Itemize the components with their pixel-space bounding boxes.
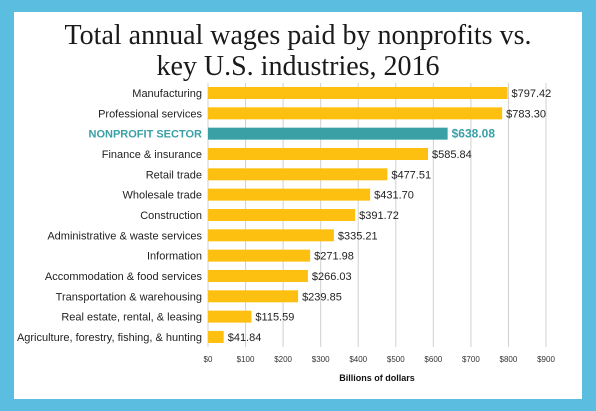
bar (208, 269, 308, 282)
x-tick-label: $600 (424, 355, 442, 364)
category-label: Information (147, 251, 202, 263)
x-tick-label: $400 (349, 355, 367, 364)
bar (208, 127, 448, 140)
category-label: Administrative & waste services (47, 230, 202, 242)
chart-title-line-1: Total annual wages paid by nonprofits vs… (64, 20, 532, 51)
value-label: $115.59 (255, 312, 294, 324)
bar (208, 229, 334, 242)
x-tick-label: $900 (537, 355, 555, 364)
value-label: $335.21 (338, 230, 378, 242)
category-label: Real estate, rental, & leasing (61, 312, 202, 324)
bar (208, 107, 503, 120)
value-label: $271.98 (314, 251, 354, 263)
bar (208, 310, 252, 323)
category-label: Transportation & warehousing (56, 291, 202, 303)
chart-title-line-2: key U.S. industries, 2016 (156, 51, 440, 82)
bar (208, 87, 508, 99)
bar (208, 290, 299, 303)
category-label: Wholesale trade (123, 190, 203, 202)
value-label: $477.51 (391, 169, 431, 181)
bar (208, 147, 429, 160)
bar (208, 208, 356, 221)
chart-card: Total annual wages paid by nonprofits vs… (14, 12, 582, 399)
bar (208, 330, 224, 343)
category-label: Accommodation & food services (45, 271, 203, 283)
value-label: $239.85 (302, 291, 342, 303)
category-label: Professional services (98, 108, 202, 120)
value-label: $638.08 (452, 127, 496, 141)
x-tick-label: $100 (237, 355, 255, 364)
value-label: $797.42 (511, 88, 551, 100)
bar (208, 168, 388, 181)
x-tick-label: $500 (387, 355, 405, 364)
x-tick-label: $300 (312, 355, 330, 364)
bar (208, 188, 371, 201)
category-label: NONPROFIT SECTOR (89, 129, 203, 141)
category-label: Finance & insurance (102, 149, 202, 161)
value-label: $391.72 (359, 210, 399, 222)
x-tick-label: $700 (462, 355, 480, 364)
bar-chart: Manufacturing $797.42 Professional service… (17, 83, 555, 383)
value-label: $783.30 (506, 108, 546, 120)
category-label: Agriculture, forestry, fishing, & huntin… (17, 332, 202, 344)
value-label: $41.84 (228, 332, 262, 344)
value-label: $585.84 (432, 149, 472, 161)
x-tick-label: $800 (500, 355, 518, 364)
x-tick-label: $0 (204, 355, 213, 364)
chart-title: Total annual wages paid by nonprofits vs… (14, 20, 582, 82)
value-label: $431.70 (374, 190, 414, 202)
bar (208, 249, 311, 262)
value-label: $266.03 (312, 271, 352, 283)
x-tick-label: $200 (274, 355, 292, 364)
x-axis-label: Billions of dollars (339, 373, 415, 383)
category-label: Manufacturing (132, 88, 202, 100)
category-label: Retail trade (146, 169, 202, 181)
category-label: Construction (140, 210, 202, 222)
